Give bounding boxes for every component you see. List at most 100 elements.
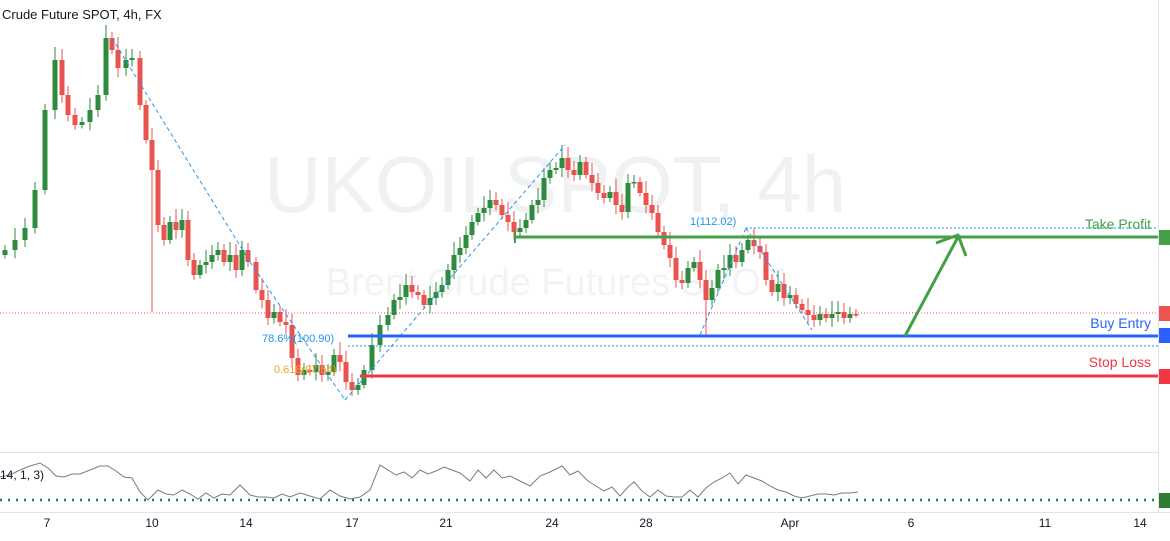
candle <box>511 222 517 232</box>
time-tick: 10 <box>145 516 159 530</box>
candle <box>841 312 847 318</box>
candle <box>481 208 487 213</box>
rsi-scale-tag <box>1159 493 1170 508</box>
candle <box>239 250 245 270</box>
candle <box>529 205 535 220</box>
candle <box>781 284 787 298</box>
candle <box>22 228 28 240</box>
projection-arrow <box>903 236 960 337</box>
buy-entry-scale-tag <box>1159 328 1170 343</box>
candle <box>421 295 427 305</box>
candle <box>721 268 727 270</box>
candle <box>349 382 355 390</box>
time-axis[interactable] <box>0 512 1170 537</box>
candle <box>115 50 121 68</box>
projection-arrow-head <box>935 233 968 257</box>
candle <box>103 38 109 95</box>
candle <box>185 220 191 260</box>
time-tick: 24 <box>545 516 559 530</box>
candle <box>369 345 375 370</box>
candle <box>619 205 625 212</box>
candle <box>625 183 631 212</box>
candle <box>391 300 397 315</box>
candle <box>487 200 493 208</box>
time-tick: 21 <box>439 516 453 530</box>
candle <box>403 285 409 297</box>
candle <box>523 220 529 228</box>
candle <box>817 314 823 320</box>
candle <box>337 355 343 362</box>
rsi-indicator-label: 14, 1, 3) <box>0 468 45 482</box>
candle <box>643 193 649 205</box>
candle <box>715 270 721 288</box>
candle <box>829 314 835 318</box>
candle <box>763 252 769 280</box>
price-scale[interactable] <box>1158 0 1170 512</box>
candle <box>571 170 577 175</box>
pane-separator[interactable] <box>0 452 1158 453</box>
watermark-name: Brent Crude Futures SPOT <box>326 262 784 304</box>
watermark-symbol: UKOILSPOT, 4h <box>264 140 846 229</box>
candle <box>173 222 179 230</box>
candle <box>259 290 265 300</box>
candle <box>109 38 115 50</box>
time-tick: Apr <box>780 516 800 530</box>
candle <box>277 312 283 322</box>
candle <box>697 262 703 280</box>
candle <box>289 325 295 358</box>
candle <box>149 140 155 170</box>
candle <box>271 312 277 318</box>
candle <box>493 200 499 205</box>
candle <box>451 255 457 270</box>
candle <box>59 60 65 95</box>
candles-layer <box>2 25 859 397</box>
candle <box>167 222 173 240</box>
rsi-line <box>0 462 859 501</box>
candle <box>129 58 135 60</box>
time-tick: 6 <box>907 516 915 530</box>
time-tick: 14 <box>239 516 253 530</box>
rsi-layer <box>0 462 1158 502</box>
candle <box>733 255 739 262</box>
candle <box>12 240 18 250</box>
candle <box>685 268 691 283</box>
candle <box>607 192 613 198</box>
candle <box>811 315 817 320</box>
candle <box>301 370 307 375</box>
candle <box>2 250 8 255</box>
fib-786-label: 78.6%(100.90) <box>262 333 334 345</box>
candle <box>197 265 203 275</box>
candle <box>499 205 505 215</box>
candle <box>631 182 637 184</box>
candle <box>65 95 71 115</box>
take-profit-label: Take Profit <box>1085 216 1151 232</box>
overlay-layer: Take Profit Buy Entry Stop Loss 78.6%(100.9… <box>111 37 1158 401</box>
candle <box>667 245 673 258</box>
candle <box>799 304 805 310</box>
candle <box>191 260 197 275</box>
candle <box>805 310 811 315</box>
stop-loss-scale-tag <box>1159 369 1170 384</box>
candle <box>757 246 763 252</box>
candle <box>517 228 523 232</box>
candle <box>283 322 289 325</box>
time-tick: 17 <box>345 516 359 530</box>
candle <box>589 175 595 183</box>
candle <box>769 280 775 292</box>
fib-1-label: 1(112.02) <box>690 216 736 228</box>
candle <box>143 105 149 140</box>
candle <box>739 250 745 262</box>
candle <box>319 365 325 375</box>
candle <box>409 285 415 292</box>
candle <box>541 178 547 200</box>
candle <box>87 110 93 122</box>
candle <box>253 262 259 290</box>
candle <box>637 182 643 193</box>
candle <box>385 315 391 325</box>
candle <box>95 95 101 110</box>
candle <box>775 284 781 292</box>
candle <box>793 295 799 304</box>
candle <box>397 297 403 300</box>
candle <box>505 215 511 222</box>
